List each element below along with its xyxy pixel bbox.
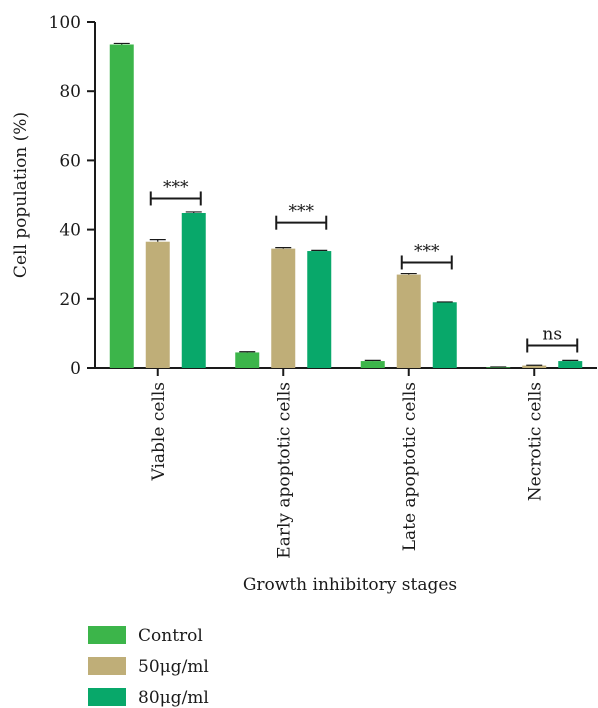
bar <box>432 302 457 368</box>
significance-label: *** <box>163 177 189 197</box>
bar <box>486 367 511 368</box>
legend-label: Control <box>138 626 203 646</box>
bar <box>522 365 547 368</box>
x-tick-label: Viable cells <box>149 382 169 482</box>
legend-label: 50μg/ml <box>138 657 209 677</box>
bar <box>360 361 385 368</box>
significance-label: *** <box>414 241 440 261</box>
legend-swatch <box>88 688 126 706</box>
bar <box>145 241 170 368</box>
x-tick-label: Necrotic cells <box>525 382 545 501</box>
y-tick-label: 60 <box>59 151 81 171</box>
axes <box>94 22 597 369</box>
bar <box>396 274 421 368</box>
bar <box>307 251 332 368</box>
y-tick-label: 100 <box>49 13 81 33</box>
y-tick-label: 20 <box>59 290 81 310</box>
legend-swatch <box>88 626 126 644</box>
significance-markers: *** *** *** ns <box>149 177 579 353</box>
y-ticks: 0 20 40 60 80 100 <box>49 13 95 379</box>
x-tick-label: Late apoptotic cells <box>400 382 420 551</box>
bars <box>109 42 583 369</box>
x-ticks: Viable cells Early apoptotic cells Late ap… <box>149 368 545 559</box>
x-axis-label: Growth inhibitory stages <box>243 575 457 595</box>
bar <box>109 44 134 369</box>
significance-label: ns <box>542 325 562 345</box>
y-tick-label: 0 <box>70 359 81 379</box>
significance-label: *** <box>289 202 315 222</box>
legend-swatch <box>88 657 126 675</box>
bar <box>181 212 206 368</box>
bar <box>558 361 583 368</box>
x-tick-label: Early apoptotic cells <box>274 382 294 559</box>
y-tick-label: 80 <box>59 82 81 102</box>
legend-label: 80μg/ml <box>138 688 209 708</box>
bar <box>271 248 296 368</box>
y-axis-label: Cell population (%) <box>11 112 31 278</box>
bar <box>235 352 260 368</box>
legend: Control 50μg/ml 80μg/ml <box>88 626 209 708</box>
y-tick-label: 40 <box>59 221 81 241</box>
